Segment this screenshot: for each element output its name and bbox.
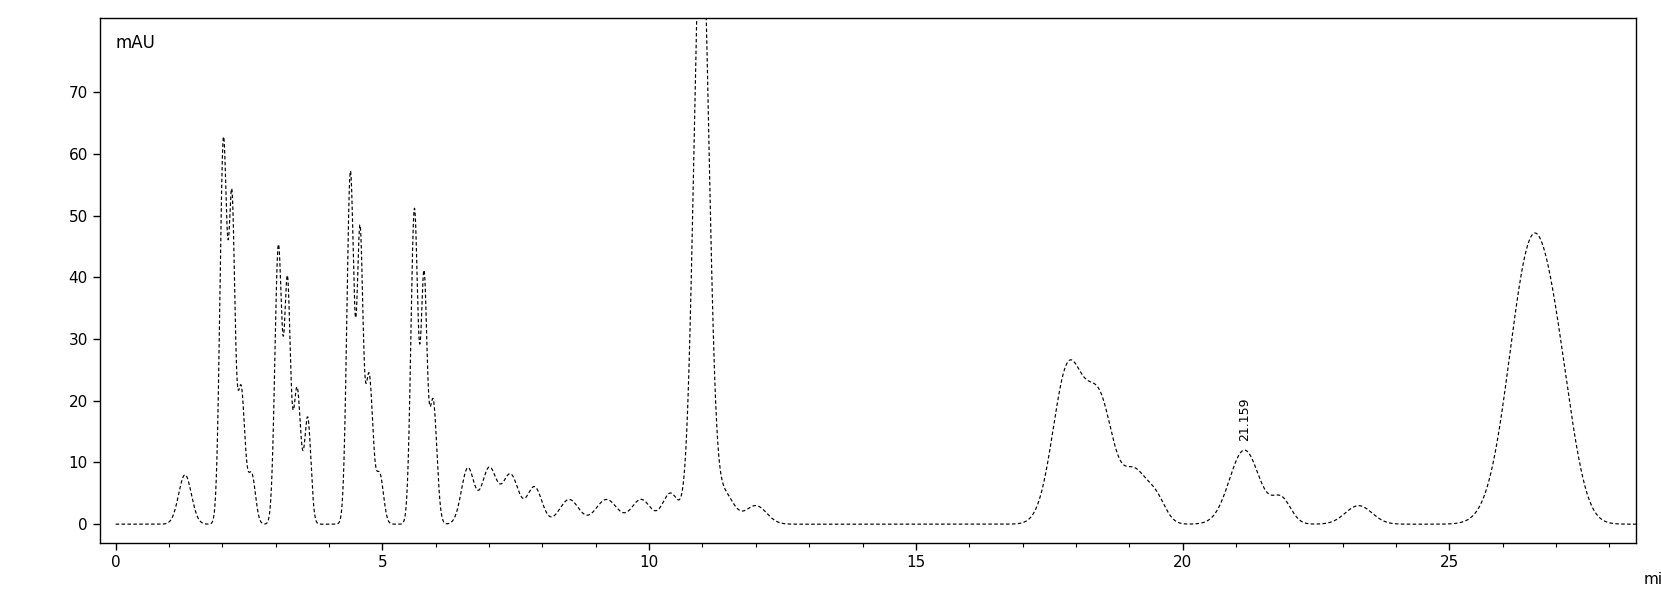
Text: min: min — [1644, 572, 1661, 587]
Text: 21.159: 21.159 — [1237, 397, 1251, 441]
Text: mAU: mAU — [115, 34, 154, 52]
